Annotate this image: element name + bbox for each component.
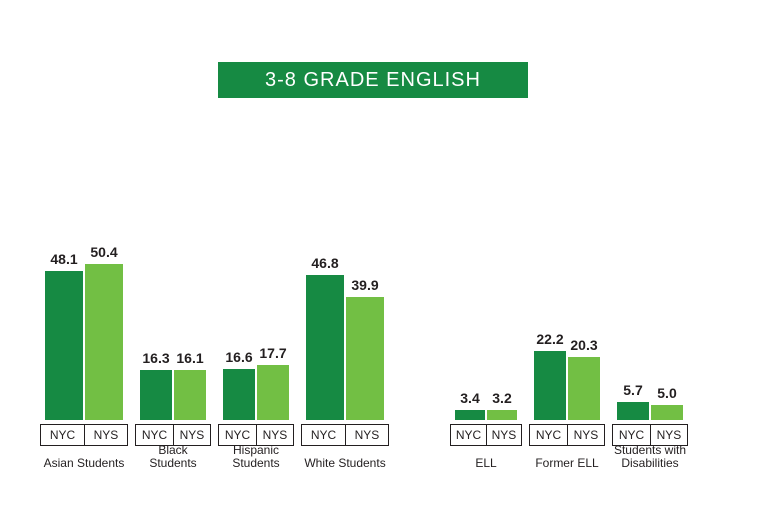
group-label: White Students: [301, 457, 389, 470]
axis-cell: NYC: [613, 425, 650, 445]
bar: 3.4: [455, 390, 485, 421]
bar-value-label: 50.4: [90, 244, 117, 260]
bar-value-label: 46.8: [311, 255, 338, 271]
bar-rect: [617, 402, 649, 420]
group-label: Former ELL: [529, 457, 605, 470]
bar: 50.4: [85, 244, 123, 420]
bar-rect: [85, 264, 123, 420]
axis-cell: NYC: [41, 425, 84, 445]
bar-rect: [174, 370, 206, 420]
bar-value-label: 17.7: [259, 345, 286, 361]
axis-cell: NYC: [136, 425, 173, 445]
bar: 16.1: [174, 350, 206, 420]
bar-value-label: 22.2: [536, 331, 563, 347]
axis-cell: NYS: [345, 425, 388, 445]
axis-cell: NYC: [530, 425, 567, 445]
bar: 16.6: [223, 349, 255, 420]
bar: 46.8: [306, 255, 344, 420]
bar-value-label: 20.3: [570, 337, 597, 353]
bar-value-label: 3.4: [460, 390, 479, 406]
axis-cell: NYS: [486, 425, 521, 445]
bar-pair: 46.8 39.9: [306, 255, 384, 420]
group-label: ELL: [450, 457, 522, 470]
axis-cell: NYC: [451, 425, 486, 445]
bar: 17.7: [257, 345, 289, 420]
bar-rect: [306, 275, 344, 420]
bar: 39.9: [346, 277, 384, 420]
bar: 5.7: [617, 382, 649, 420]
axis-cells: NYCNYS: [301, 424, 389, 446]
bar-pair: 5.7 5.0: [617, 382, 683, 420]
bar-value-label: 5.0: [657, 385, 676, 401]
bar-pair: 16.6 17.7: [223, 345, 289, 420]
bar-pair: 3.4 3.2: [455, 390, 517, 421]
group-label: Hispanic Students: [218, 444, 294, 470]
bar: 48.1: [45, 251, 83, 420]
bar-value-label: 48.1: [50, 251, 77, 267]
axis-cell: NYS: [650, 425, 687, 445]
group-label: Black Students: [135, 444, 211, 470]
bar-value-label: 16.1: [176, 350, 203, 366]
axis-cell: NYS: [173, 425, 210, 445]
bar-value-label: 5.7: [623, 382, 642, 398]
bar-pair: 16.3 16.1: [140, 350, 206, 420]
bar-rect: [223, 369, 255, 420]
chart-title-banner: 3-8 GRADE ENGLISH: [218, 62, 528, 98]
bar-value-label: 16.6: [225, 349, 252, 365]
axis-cell: NYS: [84, 425, 127, 445]
bar-pair: 22.2 20.3: [534, 331, 600, 420]
bar: 22.2: [534, 331, 566, 420]
bar-rect: [455, 410, 485, 421]
bar-rect: [487, 410, 517, 420]
axis-cells: NYCNYS: [529, 424, 605, 446]
bar-rect: [140, 370, 172, 420]
axis-cells: NYCNYS: [40, 424, 128, 446]
axis-cells: NYCNYS: [450, 424, 522, 446]
axis-cell: NYS: [567, 425, 604, 445]
bar: 3.2: [487, 390, 517, 420]
axis-cell: NYC: [302, 425, 345, 445]
bar: 16.3: [140, 350, 172, 420]
bar-pair: 48.1 50.4: [45, 244, 123, 420]
axis-cell: NYC: [219, 425, 256, 445]
bar-value-label: 3.2: [492, 390, 511, 406]
group-label: Asian Students: [40, 457, 128, 470]
bar-value-label: 39.9: [351, 277, 378, 293]
axis-cell: NYS: [256, 425, 293, 445]
bar-rect: [257, 365, 289, 420]
bar-chart: 48.150.4NYCNYSAsian Students16.316.1NYCN…: [40, 200, 730, 470]
bar: 20.3: [568, 337, 600, 420]
group-label: Students with Disabilities: [612, 444, 688, 470]
bar-rect: [568, 357, 600, 420]
bar-rect: [45, 271, 83, 420]
bar: 5.0: [651, 385, 683, 420]
bar-rect: [651, 405, 683, 420]
bar-value-label: 16.3: [142, 350, 169, 366]
chart-title-text: 3-8 GRADE ENGLISH: [265, 69, 481, 92]
bar-rect: [346, 297, 384, 420]
bar-rect: [534, 351, 566, 420]
